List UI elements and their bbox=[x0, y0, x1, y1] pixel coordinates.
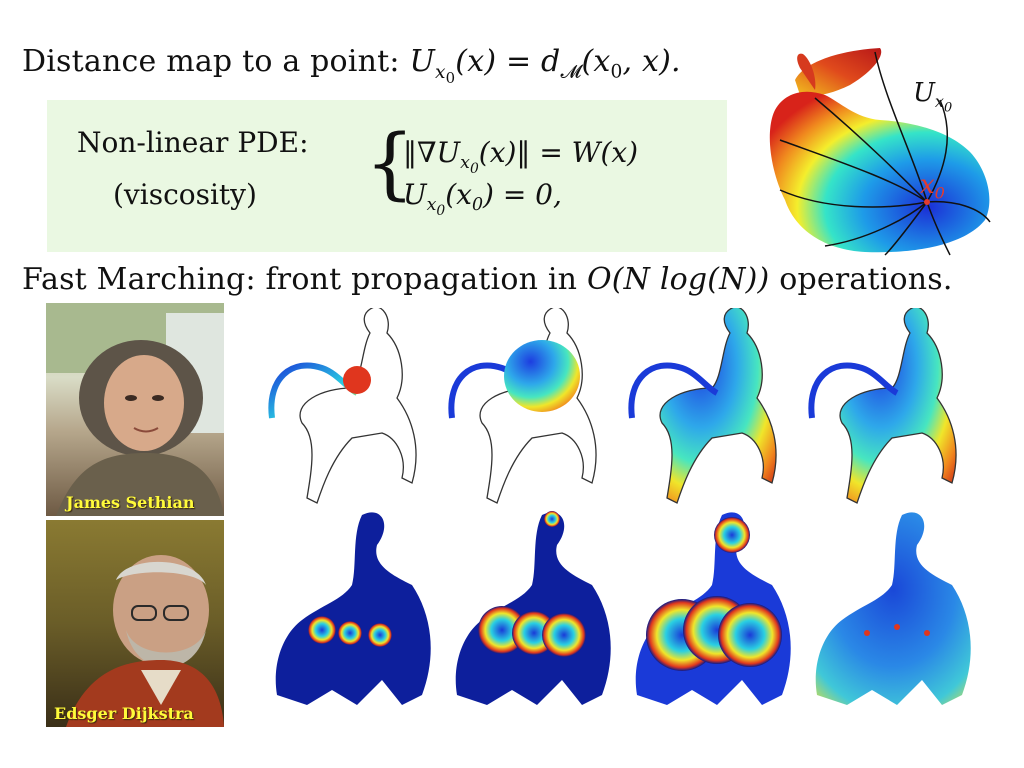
headline-sub-x: x bbox=[434, 61, 446, 83]
bunny-illustration bbox=[769, 48, 991, 256]
elephant-frame-4 bbox=[815, 512, 971, 705]
dijkstra-portrait bbox=[66, 555, 224, 727]
headline-U: U bbox=[409, 44, 435, 79]
sethian-portrait bbox=[46, 303, 224, 516]
centaur-frame-3 bbox=[628, 306, 777, 504]
bunny-ear-back bbox=[795, 48, 882, 97]
bunny-label-U: Ux0 bbox=[913, 78, 952, 115]
bunny-label-sub-0: 0 bbox=[944, 100, 953, 116]
geodesic-paths bbox=[779, 51, 991, 256]
headline-tail-sub: 0 bbox=[610, 61, 623, 83]
centaur-frame-2 bbox=[448, 306, 597, 504]
eq1-sub-0: 0 bbox=[469, 160, 479, 177]
headline-sub-0: 0 bbox=[445, 68, 456, 87]
headline-arg: (x) = d bbox=[455, 44, 561, 79]
headline-prefix: Distance map to a point: bbox=[22, 44, 400, 79]
fast-marching-prefix: Fast Marching: front propagation in bbox=[22, 262, 578, 297]
headline-sub-M: 𝓜 bbox=[560, 61, 582, 83]
pde-label-line1: Non-linear PDE: bbox=[77, 126, 309, 159]
fast-marching-complexity: O(N log(N)) bbox=[586, 262, 770, 297]
bunny-point-x: x bbox=[920, 170, 935, 200]
eq2-U: U bbox=[403, 178, 427, 211]
distance-map-headline: Distance map to a point: Ux0(x) = d𝓜(x0,… bbox=[22, 44, 681, 87]
dijkstra-photo: Edsger Dijkstra bbox=[46, 520, 224, 727]
fast-marching-line: Fast Marching: front propagation in O(N … bbox=[22, 262, 953, 297]
bunny-geodesic-figure: Ux0 x0 bbox=[755, 40, 1005, 265]
bunny-label-U-text: U bbox=[913, 78, 935, 108]
dijkstra-caption: Edsger Dijkstra bbox=[54, 704, 194, 723]
pde-equation-1: ‖∇Ux0(x)‖ = W(x) bbox=[403, 136, 638, 177]
eq2-sub-0: 0 bbox=[436, 202, 446, 219]
elephant-frames bbox=[262, 505, 982, 725]
eq2-rest: ) = 0, bbox=[483, 178, 562, 211]
eq1-open: ‖∇U bbox=[403, 136, 461, 169]
source-point bbox=[924, 199, 930, 205]
elephant-frame-1 bbox=[275, 512, 431, 705]
eq2-sub-x: x bbox=[426, 195, 437, 216]
headline-tail-end: , x). bbox=[622, 44, 681, 79]
bunny-point-x0: x0 bbox=[920, 170, 945, 203]
bunny-point-0: 0 bbox=[934, 183, 945, 203]
bunny-label-sub-x: x bbox=[934, 91, 945, 111]
sethian-photo: James Sethian bbox=[46, 303, 224, 516]
eq2-arg-sub: 0 bbox=[471, 195, 483, 216]
eq1-rest: (x)‖ = W(x) bbox=[478, 136, 639, 169]
centaur-sequence bbox=[268, 306, 957, 504]
sethian-caption: James Sethian bbox=[66, 493, 195, 512]
fast-marching-suffix: operations. bbox=[779, 262, 953, 297]
elephant-frame-2 bbox=[455, 511, 611, 705]
headline-tail: (x bbox=[581, 44, 611, 79]
eq2-arg: (x bbox=[445, 178, 472, 211]
eq1-sub-x: x bbox=[460, 153, 470, 174]
pde-equation-2: Ux0(x0) = 0, bbox=[403, 178, 562, 219]
elephant-sequence bbox=[275, 511, 971, 705]
pde-brace: { bbox=[365, 119, 415, 209]
centaur-frames bbox=[262, 306, 982, 508]
pde-label-line2: (viscosity) bbox=[113, 178, 257, 211]
bunny-ear-front bbox=[797, 53, 816, 90]
centaur-frame-4 bbox=[808, 306, 957, 504]
pde-box: Non-linear PDE: (viscosity) { ‖∇Ux0(x)‖ … bbox=[47, 100, 727, 252]
bunny-body bbox=[769, 91, 990, 253]
elephant-frame-3 bbox=[635, 512, 791, 705]
centaur-frame-1 bbox=[268, 306, 417, 504]
